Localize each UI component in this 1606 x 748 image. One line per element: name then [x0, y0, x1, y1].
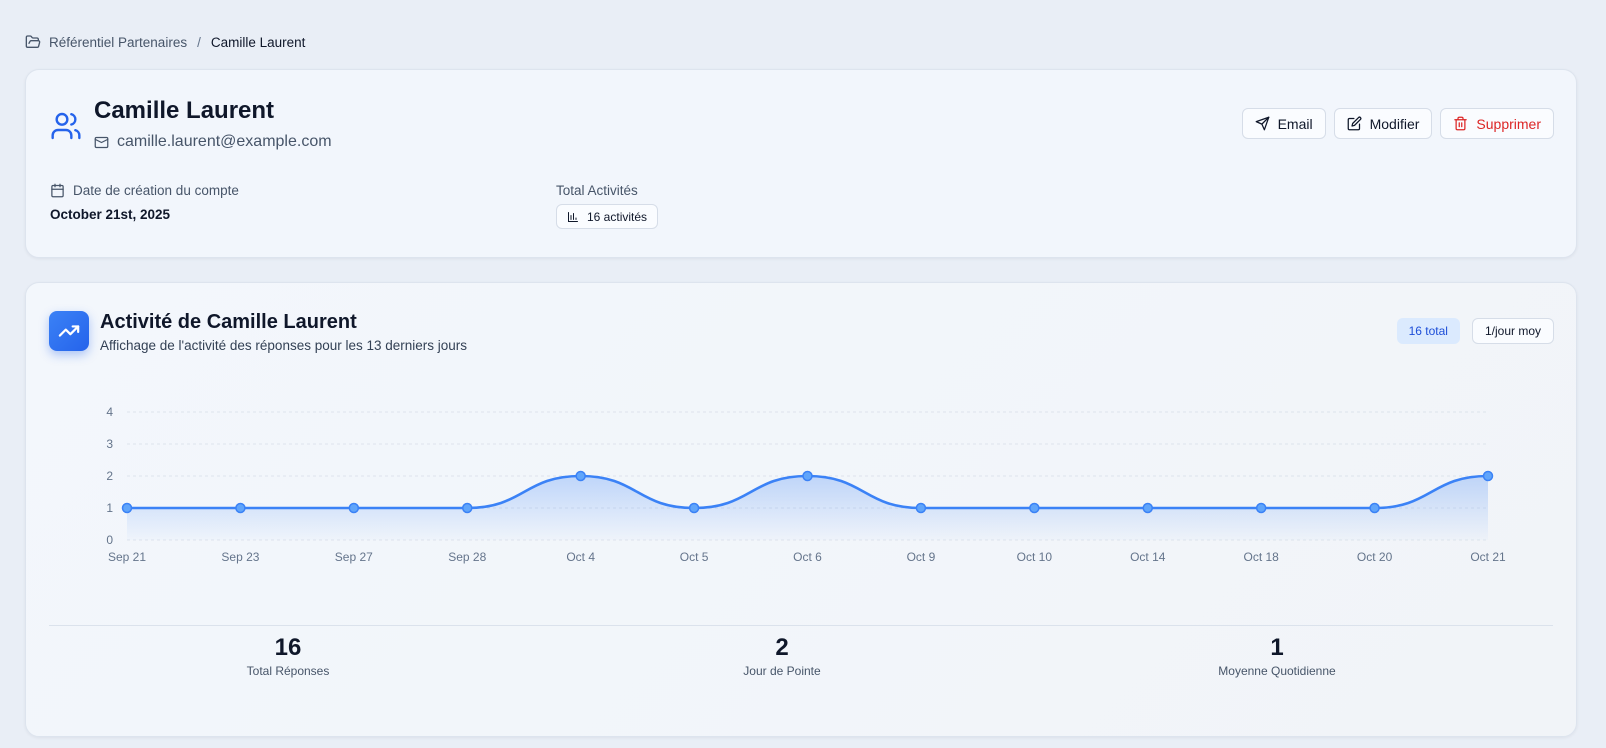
stat-total-value: 16: [274, 634, 302, 661]
delete-button-label: Supprimer: [1476, 115, 1541, 132]
folder-open-icon: [25, 35, 41, 48]
activity-pills: 16 total 1/jour moy: [1396, 318, 1554, 344]
activity-subtitle: Affichage de l'activité des réponses pou…: [100, 338, 468, 353]
data-point[interactable]: [1142, 502, 1153, 514]
stat-average-label: Moyenne Quotidienne: [1218, 664, 1336, 678]
y-tick-label: 3: [106, 437, 113, 451]
stat-total: 16 Total Réponses: [168, 634, 408, 678]
y-tick-label: 0: [106, 533, 113, 547]
x-tick-label: Oct 9: [907, 550, 936, 564]
profile-email-line: camille.laurent@example.com: [94, 133, 332, 151]
x-tick-label: Oct 14: [1130, 550, 1166, 564]
x-tick-label: Oct 21: [1470, 550, 1506, 564]
email-button[interactable]: Email: [1241, 108, 1326, 139]
calendar-icon: [51, 183, 64, 198]
x-tick-label: Sep 21: [108, 550, 146, 564]
stat-average-value: 1: [1270, 634, 1284, 661]
profile-name: Camille Laurent: [94, 97, 275, 124]
data-point[interactable]: [1255, 502, 1267, 514]
x-tick-label: Oct 6: [793, 550, 822, 564]
bar-chart-icon: [568, 211, 578, 222]
y-tick-label: 2: [106, 469, 113, 483]
email-button-label: Email: [1277, 115, 1313, 132]
data-point[interactable]: [1482, 470, 1494, 482]
y-tick-label: 1: [106, 501, 113, 515]
x-tick-label: Oct 5: [680, 550, 709, 564]
y-tick-label: 4: [106, 405, 113, 419]
trend-badge: [49, 311, 89, 351]
creation-date-block: Date de création du compte October 21st,…: [50, 183, 239, 222]
stat-peak: 2 Jour de Pointe: [662, 634, 902, 678]
trash-icon: [1454, 116, 1468, 131]
creation-date-label-row: Date de création du compte: [50, 183, 239, 198]
stat-peak-value: 2: [775, 634, 789, 661]
total-activities-label: Total Activités: [556, 183, 638, 198]
stat-peak-label: Jour de Pointe: [743, 664, 821, 678]
data-point[interactable]: [575, 470, 586, 482]
profile-card: Camille Laurent camille.laurent@example.…: [25, 69, 1577, 258]
data-point[interactable]: [348, 502, 360, 514]
users-icon: [51, 112, 81, 140]
mail-icon: [94, 136, 109, 148]
data-point[interactable]: [1029, 502, 1040, 514]
creation-date-label: Date de création du compte: [73, 183, 239, 198]
series-area: [127, 476, 1488, 540]
data-point[interactable]: [462, 502, 473, 514]
edit-button-label: Modifier: [1369, 115, 1420, 132]
breadcrumb: Référentiel Partenaires / Camille Lauren…: [25, 34, 305, 50]
profile-email: camille.laurent@example.com: [117, 133, 332, 150]
stats-divider: [49, 625, 1553, 626]
data-point[interactable]: [1369, 502, 1380, 514]
activity-card: Activité de Camille Laurent Affichage de…: [25, 282, 1577, 737]
data-point[interactable]: [802, 470, 813, 482]
data-point[interactable]: [688, 502, 700, 514]
data-point[interactable]: [235, 502, 246, 514]
breadcrumb-current: Camille Laurent: [210, 34, 306, 50]
edit-icon: [1347, 116, 1362, 131]
breadcrumb-separator: /: [197, 34, 201, 50]
x-tick-label: Sep 28: [448, 550, 486, 564]
total-pill: 16 total: [1396, 318, 1460, 344]
stat-total-label: Total Réponses: [246, 664, 330, 678]
creation-date-value: October 21st, 2025: [50, 207, 171, 222]
breadcrumb-root-link[interactable]: Référentiel Partenaires: [49, 34, 188, 50]
x-tick-label: Sep 23: [221, 550, 259, 564]
activities-badge: 16 activités: [556, 204, 659, 229]
data-point[interactable]: [121, 502, 133, 514]
activities-badge-value: 16 activités: [587, 209, 648, 224]
activity-title: Activité de Camille Laurent: [100, 311, 357, 333]
edit-button[interactable]: Modifier: [1333, 108, 1433, 139]
activity-chart: 0 1 2 3 4 Sep 21 Sep 23 Sep 27 Sep 28 Oct 4 Oct 5 O…: [106, 405, 1506, 564]
stat-average: 1 Moyenne Quotidienne: [1157, 634, 1397, 678]
x-tick-label: Oct 4: [566, 550, 595, 564]
profile-actions: Email Modifier Supprimer: [1241, 108, 1554, 139]
delete-button[interactable]: Supprimer: [1440, 108, 1554, 139]
x-tick-label: Oct 18: [1243, 550, 1279, 564]
average-pill: 1/jour moy: [1471, 318, 1554, 344]
x-tick-label: Oct 20: [1357, 550, 1393, 564]
x-tick-label: Oct 10: [1017, 550, 1053, 564]
trending-up-icon: [58, 325, 80, 337]
total-activities-block: Total Activités 16 activités: [556, 183, 659, 229]
x-tick-label: Sep 27: [335, 550, 373, 564]
data-point[interactable]: [915, 502, 927, 514]
send-icon: [1255, 116, 1269, 131]
